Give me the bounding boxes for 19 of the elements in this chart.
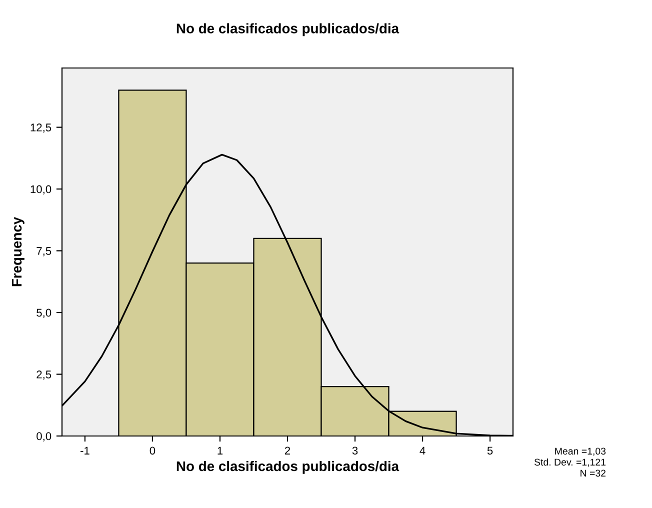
y-tick-label: 5,0 <box>36 308 52 318</box>
y-tick-label: 7,5 <box>36 247 52 256</box>
y-tick-label: 0,0 <box>36 432 52 442</box>
x-tick-label: -1 <box>80 446 90 454</box>
x-tick-label: 5 <box>487 446 493 455</box>
text: N =32 <box>580 470 606 477</box>
y-tick-label: 10,0 <box>30 185 52 194</box>
y-axis-title: Frequency <box>12 216 24 286</box>
x-tick-label: 3 <box>352 446 358 455</box>
x-tick-label: 2 <box>284 446 290 454</box>
text: Std. Dev. =1,121 <box>534 458 606 467</box>
x-tick-label: 0 <box>150 446 156 455</box>
x-tick-label: 4 <box>420 446 426 454</box>
x-tick-label: 1 <box>218 446 223 454</box>
y-tick-label: 2,5 <box>36 370 52 380</box>
text: Mean =1,03 <box>555 448 606 456</box>
x-axis-title: No de clasificados publicados/dia <box>176 460 400 474</box>
chart-title: No de clasificados publicados/dia <box>176 23 400 36</box>
y-tick-label: 12,5 <box>30 124 52 133</box>
